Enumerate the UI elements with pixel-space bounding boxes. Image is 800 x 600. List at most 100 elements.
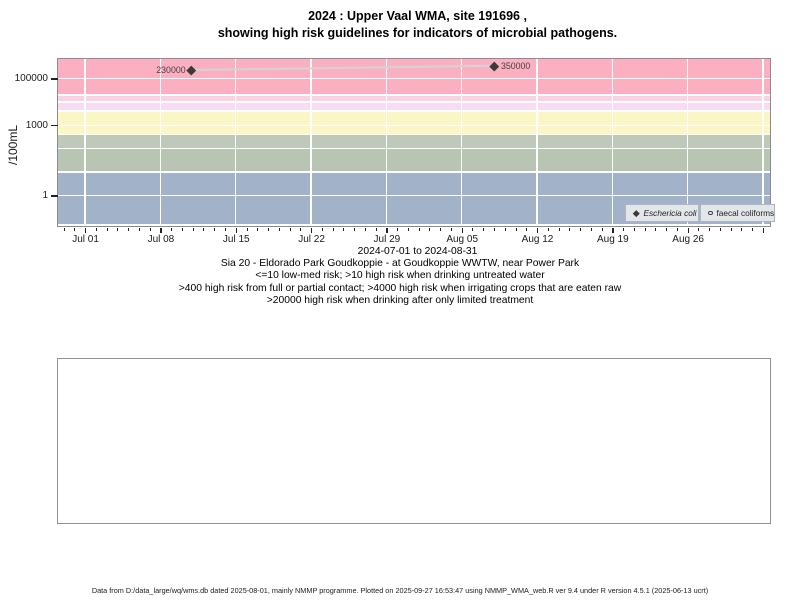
x-major-tick-day-28 [386,227,388,233]
risk-band-high-risk-drinking-limited-treatment [58,59,770,95]
data-point-label-230000: 230000 [156,65,186,76]
x-minor-tick-day-40 [515,227,517,231]
x-tick-label-Jul-29: Jul 29 [373,234,401,245]
x-minor-tick-day-3 [117,227,119,231]
legend-faecal-coliforms: faecal coliforms [700,204,775,222]
x-tick-label-Jul-01: Jul 01 [72,234,99,245]
x-minor-tick-day-5 [138,227,140,231]
x-tick-label-Aug-19: Aug 19 [596,234,629,245]
x-minor-tick-day-8 [171,227,173,231]
x-minor-tick-day-23 [332,227,334,231]
x-tick-label-Aug-12: Aug 12 [521,234,554,245]
x-major-tick-day-7 [160,227,162,233]
x-minor-tick-day-41 [526,227,528,231]
caption-risk-3: >20000 high risk when drinking after onl… [266,294,534,306]
h-gridline-10000 [58,101,770,103]
y-axis-label: /100mL [6,124,20,166]
x-minor-tick-day-45 [569,227,571,231]
x-minor-tick-day-26 [364,227,366,231]
plot-inner: 230000 350000 [58,59,770,226]
x-minor-tick-day-15 [246,227,248,231]
legend-ecoli-label: Eschericia coli [643,208,697,218]
h-gridline-100 [58,147,770,150]
x-minor-tick-day-51 [633,227,635,231]
x-tick-label-Jul-22: Jul 22 [298,234,325,245]
x-minor-tick-day-48 [601,227,603,231]
y-tick-1 [50,195,58,197]
y-tick-label-1: 1 [42,190,48,201]
x-minor-tick-day-32 [429,227,431,231]
risk-band-band-4000-10000 [58,101,770,112]
x-minor-tick-day-39 [504,227,506,231]
x-minor-tick-day-19 [289,227,291,231]
x-minor-tick-day-13 [224,227,226,231]
x-minor-tick-day-2 [106,227,108,231]
x-minor-tick-day-30 [407,227,409,231]
x-minor-tick-day-57 [698,227,700,231]
legend-faecal-coliforms-label: faecal coliforms [716,208,775,218]
x-minor-tick-day-29 [397,227,399,231]
h-gridline-10 [58,171,770,173]
x-minor-tick-day-43 [547,227,549,231]
chart-title-line1: 2024 : Upper Vaal WMA, site 191696 , [308,9,527,23]
y-tick-100000 [50,78,58,80]
x-major-tick-day-56 [687,227,689,233]
x-major-tick-day-0 [85,227,87,233]
x-major-tick-day-49 [612,227,614,233]
x-minor-tick-day-61 [741,227,743,231]
h-gridline-100000 [58,77,770,80]
x-minor-tick-day-4 [128,227,130,231]
diamond-marker-icon [633,209,640,217]
x-minor-tick-day-6 [149,227,151,231]
x-minor-tick-day-52 [644,227,646,231]
h-gridline-4000 [58,110,770,112]
x-major-tick-day-63 [762,227,765,233]
v-gridline-day-7 [159,59,162,226]
h-gridline-1000 [58,124,770,127]
x-minor-tick-day-36 [472,227,474,231]
open-circle-marker-icon [708,210,713,216]
x-minor-tick-day-60 [730,227,732,231]
x-minor-tick-day-33 [440,227,442,231]
v-gridline-day-21 [310,59,312,226]
v-gridline-day-0 [84,59,86,226]
x-tick-label-Aug-05: Aug 05 [446,234,479,245]
chart-title-line2: showing high risk guidelines for indicat… [217,26,618,40]
x-major-tick-day-21 [311,227,313,233]
v-gridline-day-63 [762,59,764,226]
x-minor-tick-day-62 [752,227,754,231]
x-minor-tick-day-20 [300,227,302,231]
risk-band-band-10000-20000 [58,94,770,102]
x-minor-tick-day--2 [63,227,65,231]
h-gridline-1 [58,194,770,197]
x-tick-label-Aug-26: Aug 26 [672,234,704,245]
series-line-eschericia-coli [191,64,494,72]
x-minor-tick-day-17 [268,227,270,231]
x-minor-tick-day-27 [375,227,377,231]
x-major-tick-day-42 [537,227,539,233]
x-minor-tick-day-24 [343,227,345,231]
x-minor-tick-day-31 [418,227,420,231]
x-minor-tick-day-12 [214,227,216,231]
x-minor-tick-day-55 [676,227,678,231]
caption-site: Sia 20 - Eldorado Park Goudkoppie - at G… [220,258,580,269]
x-minor-tick-day-53 [655,227,657,231]
x-axis-range-label: 2024-07-01 to 2024-08-31 [357,246,478,257]
v-gridline-day-56 [686,59,689,226]
x-minor-tick-day-11 [203,227,205,231]
y-tick-label-1000: 1000 [25,119,48,131]
x-tick-label-Jul-08: Jul 08 [147,234,175,245]
x-minor-tick-day-59 [719,227,721,231]
x-tick-label-Jul-15: Jul 15 [222,234,250,245]
v-gridline-day-28 [385,59,388,226]
x-minor-tick-day-10 [192,227,194,231]
x-minor-tick-day-1 [95,227,97,231]
chart-title: 2024 : Upper Vaal WMA, site 191696 , sho… [35,8,800,42]
v-gridline-day-42 [536,59,538,226]
legend-ecoli: Eschericia coli [625,204,699,222]
v-gridline-day-35 [460,59,463,226]
x-minor-tick-day-46 [580,227,582,231]
h-gridline-400 [58,133,770,136]
h-gridline-20000 [58,94,770,96]
